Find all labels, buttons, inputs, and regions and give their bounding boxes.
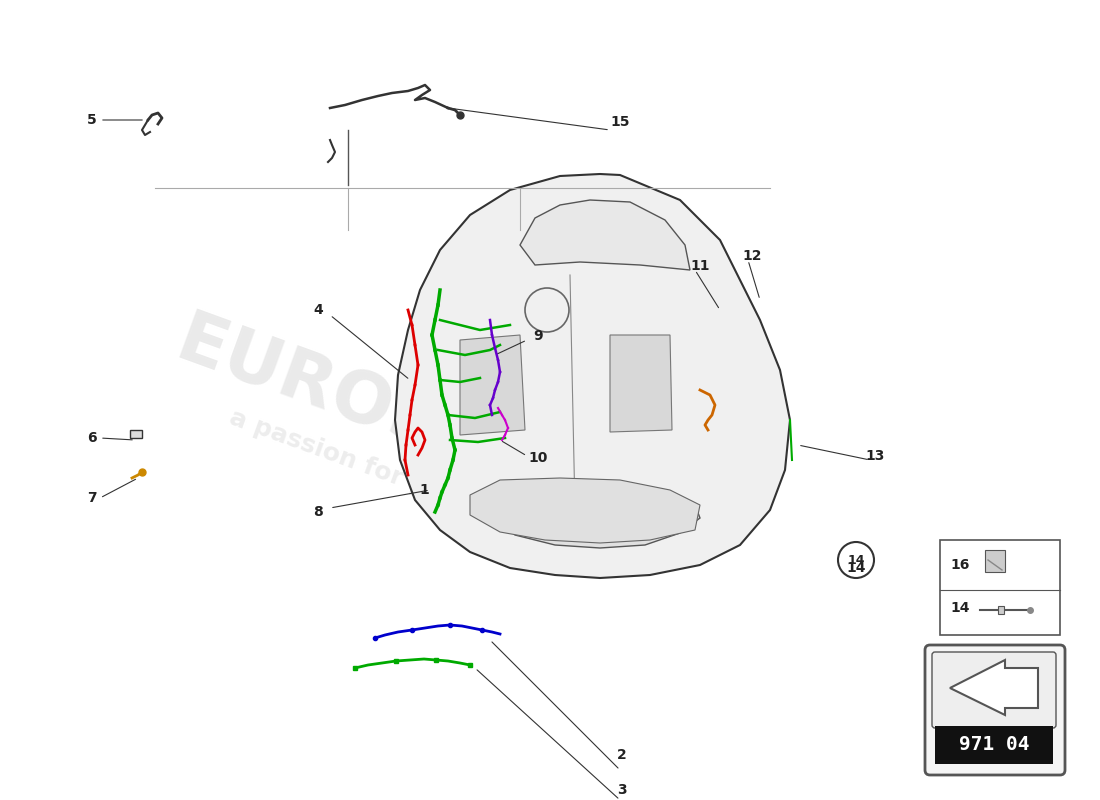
Polygon shape [395,174,790,578]
Text: 4: 4 [314,303,323,317]
FancyBboxPatch shape [925,645,1065,775]
Text: 16: 16 [950,558,969,572]
Bar [130,430,142,438]
Text: 1: 1 [419,483,429,497]
Bar [998,606,1004,614]
Text: 6: 6 [87,431,97,445]
Text: 971 04: 971 04 [959,735,1030,754]
Text: 3: 3 [617,783,627,797]
Text: 10: 10 [528,451,548,465]
Text: 14: 14 [847,554,865,566]
Text: 7: 7 [87,491,97,505]
Polygon shape [610,335,672,432]
Text: 14: 14 [846,561,866,575]
Text: a passion for parts since 1985: a passion for parts since 1985 [226,406,635,574]
Bar [935,726,1053,764]
Text: EUROSPARES: EUROSPARES [166,306,694,554]
Text: 14: 14 [950,601,969,615]
Text: 5: 5 [87,113,97,127]
Bar [940,540,1060,635]
Text: 13: 13 [866,449,884,463]
Polygon shape [498,503,700,548]
Polygon shape [460,335,525,435]
Text: 8: 8 [314,505,323,519]
Text: 15: 15 [610,115,629,129]
Text: 2: 2 [617,748,627,762]
Polygon shape [950,660,1038,715]
Bar [984,550,1005,572]
Polygon shape [520,200,690,270]
Text: 11: 11 [691,259,710,273]
Text: 12: 12 [742,249,761,263]
FancyBboxPatch shape [932,652,1056,728]
Text: 9: 9 [534,329,542,343]
Polygon shape [470,478,700,543]
